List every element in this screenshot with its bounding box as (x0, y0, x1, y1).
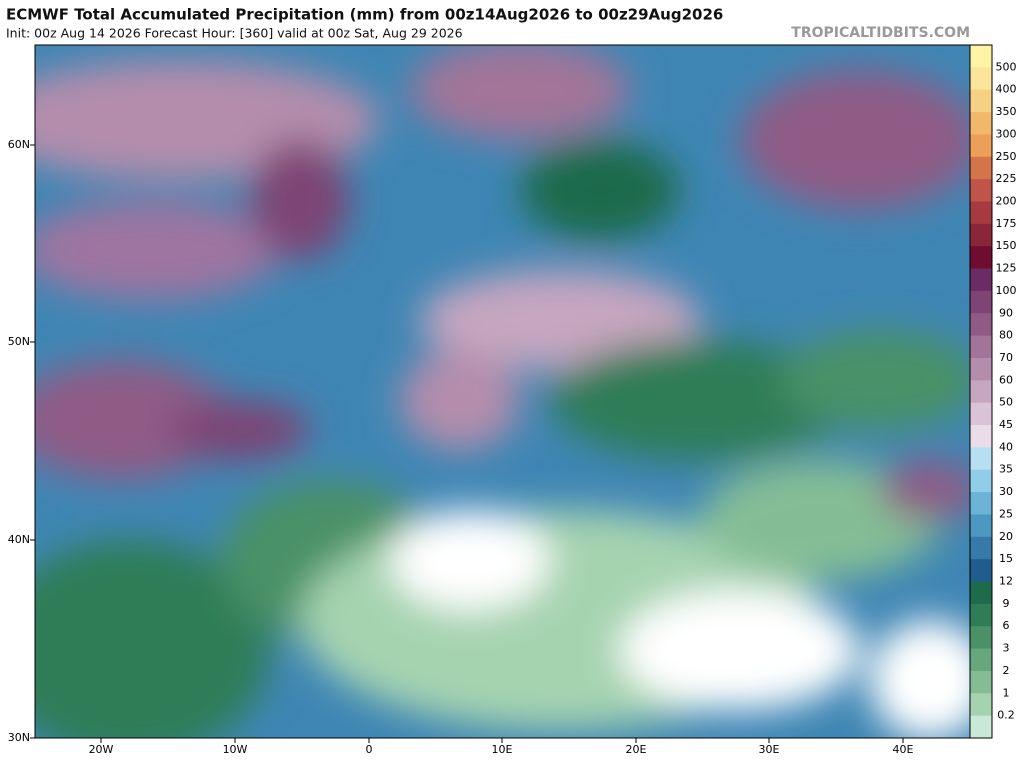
colorbar-swatch (970, 380, 992, 404)
colorbar-label: 35 (999, 463, 1013, 476)
colorbar-swatch (970, 134, 992, 158)
lon-label: 10W (223, 743, 248, 756)
colorbar-label: 300 (996, 127, 1017, 140)
colorbar-swatch (970, 514, 992, 538)
colorbar-swatch (970, 492, 992, 515)
colorbar-swatch (970, 603, 992, 627)
lon-label: 40E (893, 743, 914, 756)
colorbar-label: 45 (999, 418, 1013, 431)
colorbar-swatch (970, 715, 992, 739)
colorbar-label: 15 (999, 552, 1013, 565)
colorbar-label: 500 (996, 60, 1017, 73)
lon-label: 20W (89, 743, 114, 756)
colorbar-swatch (970, 67, 992, 91)
colorbar-label: 175 (996, 217, 1017, 230)
colorbar-swatch (970, 223, 992, 247)
colorbar-label: 250 (996, 150, 1017, 163)
colorbar-label: 2 (1003, 664, 1010, 677)
colorbar-label: 350 (996, 105, 1017, 118)
colorbar-swatch (970, 179, 992, 202)
colorbar-label: 225 (996, 172, 1017, 185)
colorbar-swatch (970, 402, 992, 426)
colorbar-swatch (970, 425, 992, 448)
colorbar-swatch (970, 693, 992, 717)
colorbar-swatch (970, 469, 992, 493)
lon-label: 0 (366, 743, 373, 756)
colorbar-label: 400 (996, 83, 1017, 96)
colorbar-label: 60 (999, 373, 1013, 386)
colorbar-swatch (970, 268, 992, 292)
colorbar-swatch (970, 89, 992, 113)
colorbar-swatch (970, 156, 992, 180)
lon-label: 20E (626, 743, 647, 756)
colorbar-label: 70 (999, 351, 1013, 364)
colorbar-swatch (970, 201, 992, 225)
lat-label: 30N (8, 731, 30, 744)
colorbar-swatch (970, 648, 992, 672)
colorbar-swatch (970, 313, 992, 337)
colorbar-label: 12 (999, 575, 1013, 588)
colorbar-swatch (970, 246, 992, 270)
colorbar-swatch (970, 447, 992, 471)
colorbar-swatch (970, 559, 992, 583)
colorbar-swatch (970, 536, 992, 560)
colorbar-label: 1 (1003, 686, 1010, 699)
lon-label: 10E (492, 743, 513, 756)
colorbar-label: 3 (1003, 642, 1010, 655)
colorbar-label: 40 (999, 440, 1013, 453)
colorbar-label: 50 (999, 396, 1013, 409)
colorbar-label: 6 (1003, 619, 1010, 632)
colorbar-label: 30 (999, 485, 1013, 498)
colorbar-label: 25 (999, 507, 1013, 520)
colorbar-swatch (970, 45, 992, 68)
colorbar-frame (969, 44, 993, 739)
lat-label: 60N (8, 138, 30, 151)
colorbar-swatch (970, 626, 992, 650)
colorbar-label: 0.2 (997, 709, 1015, 722)
colorbar-label: 20 (999, 530, 1013, 543)
colorbar-swatch (970, 335, 992, 359)
title: ECMWF Total Accumulated Precipitation (m… (6, 6, 723, 24)
colorbar-label: 200 (996, 194, 1017, 207)
colorbar-swatch (970, 357, 992, 381)
colorbar-label: 9 (1003, 597, 1010, 610)
colorbar-label: 125 (996, 262, 1017, 275)
colorbar-swatch (970, 670, 992, 694)
colorbar-swatch (970, 290, 992, 314)
lon-label: 30E (759, 743, 780, 756)
lat-label: 50N (8, 335, 30, 348)
colorbar-label: 80 (999, 329, 1013, 342)
subtitle: Init: 00z Aug 14 2026 Forecast Hour: [36… (6, 26, 463, 41)
lat-label: 40N (8, 533, 30, 546)
colorbar-swatch (970, 581, 992, 605)
site-credit: TROPICALTIDBITS.COM (791, 25, 970, 41)
precip-map (35, 45, 970, 738)
colorbar-swatch (970, 112, 992, 135)
colorbar-label: 90 (999, 306, 1013, 319)
colorbar-label: 150 (996, 239, 1017, 252)
colorbar-label: 100 (996, 284, 1017, 297)
